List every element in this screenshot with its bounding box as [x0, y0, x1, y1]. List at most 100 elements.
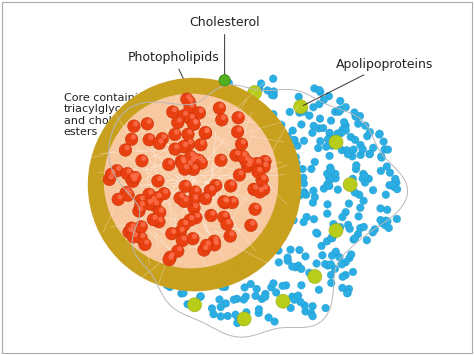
Circle shape: [259, 229, 267, 237]
Circle shape: [371, 225, 379, 233]
Circle shape: [356, 141, 365, 149]
Circle shape: [280, 145, 287, 153]
Circle shape: [188, 298, 201, 312]
Circle shape: [224, 127, 232, 135]
Circle shape: [163, 281, 171, 289]
Circle shape: [164, 115, 171, 122]
Circle shape: [312, 229, 320, 236]
Circle shape: [359, 146, 366, 153]
Circle shape: [133, 233, 137, 236]
Circle shape: [316, 137, 324, 145]
Circle shape: [247, 280, 255, 288]
Circle shape: [244, 117, 252, 125]
Circle shape: [200, 109, 203, 113]
Circle shape: [177, 290, 185, 297]
Circle shape: [386, 169, 394, 176]
Circle shape: [131, 174, 135, 178]
Circle shape: [240, 296, 248, 304]
Circle shape: [182, 239, 190, 246]
Circle shape: [235, 138, 248, 151]
Circle shape: [290, 216, 298, 224]
Circle shape: [335, 106, 342, 114]
Circle shape: [154, 170, 161, 178]
Circle shape: [175, 95, 183, 103]
Circle shape: [219, 283, 226, 291]
Circle shape: [210, 125, 218, 133]
Circle shape: [165, 227, 178, 240]
Circle shape: [228, 155, 235, 163]
Circle shape: [265, 183, 273, 191]
Circle shape: [270, 279, 277, 287]
Circle shape: [138, 238, 151, 251]
Circle shape: [318, 242, 326, 250]
Circle shape: [202, 274, 210, 282]
Circle shape: [247, 183, 260, 196]
Circle shape: [148, 199, 161, 212]
Circle shape: [238, 255, 246, 263]
Circle shape: [265, 157, 269, 161]
Circle shape: [163, 158, 175, 171]
Circle shape: [120, 165, 128, 173]
Circle shape: [228, 211, 236, 219]
Circle shape: [262, 175, 266, 179]
Circle shape: [288, 263, 296, 271]
Circle shape: [134, 164, 142, 172]
Circle shape: [239, 154, 252, 167]
Circle shape: [145, 192, 153, 200]
Circle shape: [316, 115, 324, 122]
Circle shape: [169, 255, 173, 259]
Circle shape: [191, 152, 194, 156]
Circle shape: [271, 318, 278, 326]
Circle shape: [233, 125, 240, 132]
Circle shape: [224, 312, 232, 320]
Circle shape: [226, 221, 234, 229]
Circle shape: [155, 123, 163, 131]
Circle shape: [301, 252, 310, 260]
Circle shape: [196, 275, 204, 283]
Circle shape: [300, 180, 308, 187]
Circle shape: [109, 175, 113, 179]
Circle shape: [190, 258, 198, 266]
Circle shape: [380, 138, 387, 146]
Circle shape: [151, 202, 159, 209]
Circle shape: [171, 102, 178, 110]
Circle shape: [213, 102, 226, 115]
Circle shape: [205, 129, 210, 132]
Circle shape: [392, 179, 400, 186]
Circle shape: [208, 103, 215, 111]
Circle shape: [266, 211, 274, 219]
Circle shape: [160, 208, 164, 212]
Circle shape: [325, 182, 333, 190]
Circle shape: [205, 209, 218, 222]
Circle shape: [126, 188, 130, 192]
Circle shape: [193, 234, 197, 238]
Circle shape: [190, 103, 194, 107]
Circle shape: [360, 223, 368, 231]
Circle shape: [189, 271, 197, 279]
Circle shape: [382, 222, 389, 229]
Circle shape: [130, 152, 138, 159]
Circle shape: [182, 159, 195, 172]
Circle shape: [231, 206, 238, 214]
Circle shape: [338, 126, 346, 133]
Circle shape: [347, 251, 355, 258]
Circle shape: [210, 186, 214, 190]
Circle shape: [273, 161, 281, 169]
Circle shape: [221, 208, 229, 215]
Circle shape: [138, 256, 146, 264]
Circle shape: [129, 205, 137, 213]
Circle shape: [129, 140, 137, 148]
Circle shape: [179, 258, 187, 266]
Circle shape: [216, 110, 224, 118]
Circle shape: [305, 269, 313, 277]
Circle shape: [183, 96, 196, 109]
Circle shape: [210, 310, 218, 318]
Circle shape: [125, 172, 137, 185]
Circle shape: [338, 284, 346, 292]
Circle shape: [255, 106, 262, 114]
Circle shape: [221, 222, 229, 230]
Circle shape: [258, 160, 270, 173]
Circle shape: [189, 140, 192, 144]
Circle shape: [332, 248, 340, 256]
Circle shape: [182, 138, 195, 151]
